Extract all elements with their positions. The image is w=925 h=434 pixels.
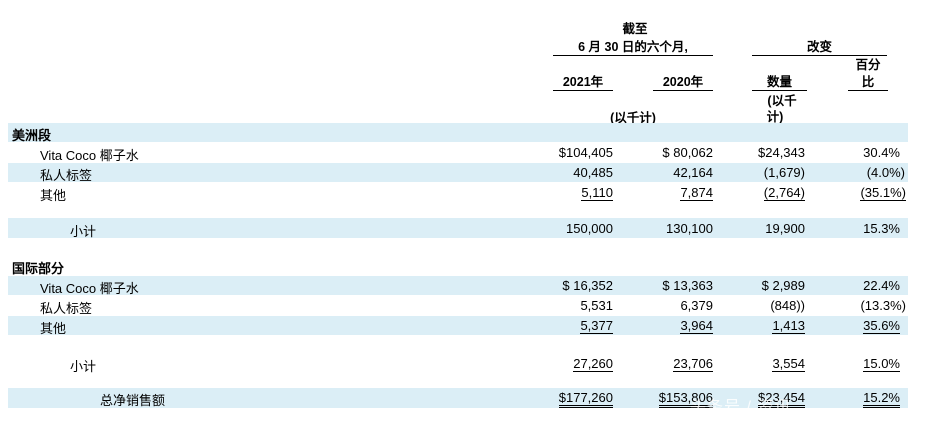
- cell-amount-value: (2,764): [763, 185, 805, 201]
- col-2021-header: 2021年: [553, 71, 613, 91]
- subtotal-amount: 3,554: [720, 356, 805, 372]
- col-percent-header-line1: 百分: [855, 58, 881, 72]
- subtotal-2020-value: 23,706: [673, 356, 713, 372]
- cell-2020: 6,379: [680, 298, 713, 313]
- row-label: Vita Coco 椰子水: [40, 281, 139, 296]
- cell-percent: (4.0%): [866, 165, 905, 180]
- cell-2020: 42,164: [673, 165, 713, 180]
- subtotal-percent: 15.0%: [820, 356, 900, 372]
- total-amount: $23,454: [720, 390, 805, 408]
- row-label: Vita Coco 椰子水: [40, 148, 139, 163]
- subtotal-2020: 130,100: [666, 221, 713, 236]
- cell-amount: (848)): [770, 298, 805, 313]
- subtotal-amount-value: 3,554: [772, 356, 805, 372]
- cell-percent: 30.4%: [863, 145, 900, 160]
- cell-2021: 40,485: [573, 165, 613, 180]
- cell-percent: (35.1%): [820, 185, 906, 201]
- period-header-line1: 截至: [622, 22, 648, 36]
- cell-2021-value: 5,110: [581, 185, 613, 201]
- cell-2021: $ 16,352: [562, 278, 613, 293]
- unit-thousands: (以千计): [610, 111, 656, 125]
- col-amount-header: 数量: [752, 71, 807, 91]
- cell-amount: $ 2,989: [761, 278, 805, 293]
- cell-2021: $104,405: [558, 145, 613, 160]
- cell-amount-value: 1,413: [772, 318, 805, 334]
- cell-2020-value: 3,964: [680, 318, 713, 334]
- subtotal-2020: 23,706: [620, 356, 713, 372]
- period-header-line2: 6 月 30 日的六个月,: [553, 36, 713, 56]
- subtotal-2021: 27,260: [520, 356, 613, 372]
- row-label: 私人标签: [40, 301, 93, 316]
- band-section2-row1: [8, 276, 908, 295]
- cell-amount: (1,679): [763, 165, 805, 180]
- subtotal-label: 小计: [70, 359, 97, 374]
- total-percent-value: 15.2%: [863, 390, 900, 408]
- col-2020-header: 2020年: [653, 71, 713, 91]
- subtotal-percent: 15.3%: [863, 221, 900, 236]
- cell-2021: 5,531: [580, 298, 613, 313]
- total-label: 总净销售额: [100, 393, 166, 408]
- total-2020: $153,806: [620, 390, 713, 408]
- total-amount-value: $23,454: [758, 390, 805, 408]
- change-header: 改变: [752, 36, 887, 56]
- col-percent-header-line2: 比: [848, 71, 888, 91]
- watermark: 头条号 / 资讯: [690, 399, 792, 416]
- band-section1-title: [8, 123, 908, 142]
- total-2021: $177,260: [520, 390, 613, 408]
- cell-2020: $ 80,062: [662, 145, 713, 160]
- band-section1-row2: [8, 163, 908, 182]
- cell-2020: 7,874: [620, 185, 713, 201]
- band-section1-subtotal: [8, 218, 908, 238]
- cell-amount: $24,343: [758, 145, 805, 160]
- subtotal-2021-value: 27,260: [573, 356, 613, 372]
- cell-percent: 35.6%: [820, 318, 900, 334]
- unit-thousands-amount-line1: (以千: [767, 94, 797, 108]
- total-2020-value: $153,806: [658, 390, 713, 408]
- total-2021-value: $177,260: [558, 390, 613, 408]
- band-total: [8, 388, 908, 408]
- subtotal-amount: 19,900: [765, 221, 805, 236]
- cell-2020-value: 7,874: [680, 185, 713, 201]
- cell-2020: 3,964: [620, 318, 713, 334]
- cell-amount: 1,413: [720, 318, 805, 334]
- section-title-americas: 美洲段: [12, 128, 52, 143]
- total-percent: 15.2%: [820, 390, 900, 408]
- subtotal-percent-value: 15.0%: [863, 356, 900, 372]
- unit-thousands-amount-line2: 计): [766, 110, 784, 124]
- cell-amount: (2,764): [720, 185, 805, 201]
- cell-2021-value: 5,377: [580, 318, 613, 334]
- cell-2021: 5,377: [520, 318, 613, 334]
- cell-2021: 5,110: [520, 185, 613, 201]
- band-section2-row3: [8, 316, 908, 335]
- subtotal-label: 小计: [70, 224, 97, 239]
- cell-percent: 22.4%: [863, 278, 900, 293]
- cell-2020: $ 13,363: [662, 278, 713, 293]
- cell-percent-value: (35.1%): [860, 185, 906, 201]
- cell-percent: (13.3%): [860, 298, 906, 313]
- cell-percent-value: 35.6%: [863, 318, 900, 334]
- row-label: 其他: [40, 188, 67, 203]
- subtotal-2021: 150,000: [566, 221, 613, 236]
- section-title-international: 国际部分: [12, 261, 65, 276]
- row-label: 其他: [40, 321, 67, 336]
- row-label: 私人标签: [40, 168, 93, 183]
